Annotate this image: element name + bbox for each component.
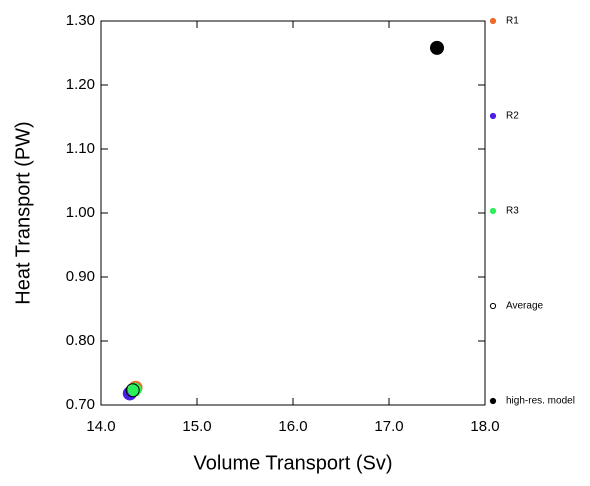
legend-label: Average — [506, 301, 544, 312]
y-tick-label: 0.90 — [66, 268, 95, 285]
y-axis-label: Heat Transport (PW) — [12, 121, 34, 304]
legend-label: R1 — [506, 16, 519, 27]
legend-label: R2 — [506, 111, 519, 122]
y-tick-label: 0.70 — [66, 396, 95, 413]
y-tick-label: 1.30 — [66, 12, 95, 29]
y-tick-label: 1.10 — [66, 140, 95, 157]
data-point — [430, 40, 444, 55]
x-tick-label: 18.0 — [470, 418, 499, 435]
y-tick-label: 1.20 — [66, 76, 95, 93]
plot-frame — [100, 20, 486, 406]
x-tick-label: 16.0 — [278, 418, 307, 435]
y-tick-label: 1.00 — [66, 204, 95, 221]
y-tick-label: 0.80 — [66, 332, 95, 349]
x-axis-label: Volume Transport (Sv) — [194, 452, 393, 474]
data-point — [125, 383, 140, 398]
legend-marker — [489, 207, 497, 215]
legend-label: high-res. model — [506, 396, 575, 407]
x-tick-label: 17.0 — [374, 418, 403, 435]
x-tick-label: 15.0 — [182, 418, 211, 435]
legend-marker — [489, 302, 497, 310]
legend-marker — [489, 397, 497, 405]
legend-label: R3 — [506, 206, 519, 217]
legend-marker — [489, 112, 497, 120]
legend-marker — [489, 17, 497, 25]
x-tick-label: 14.0 — [86, 418, 115, 435]
